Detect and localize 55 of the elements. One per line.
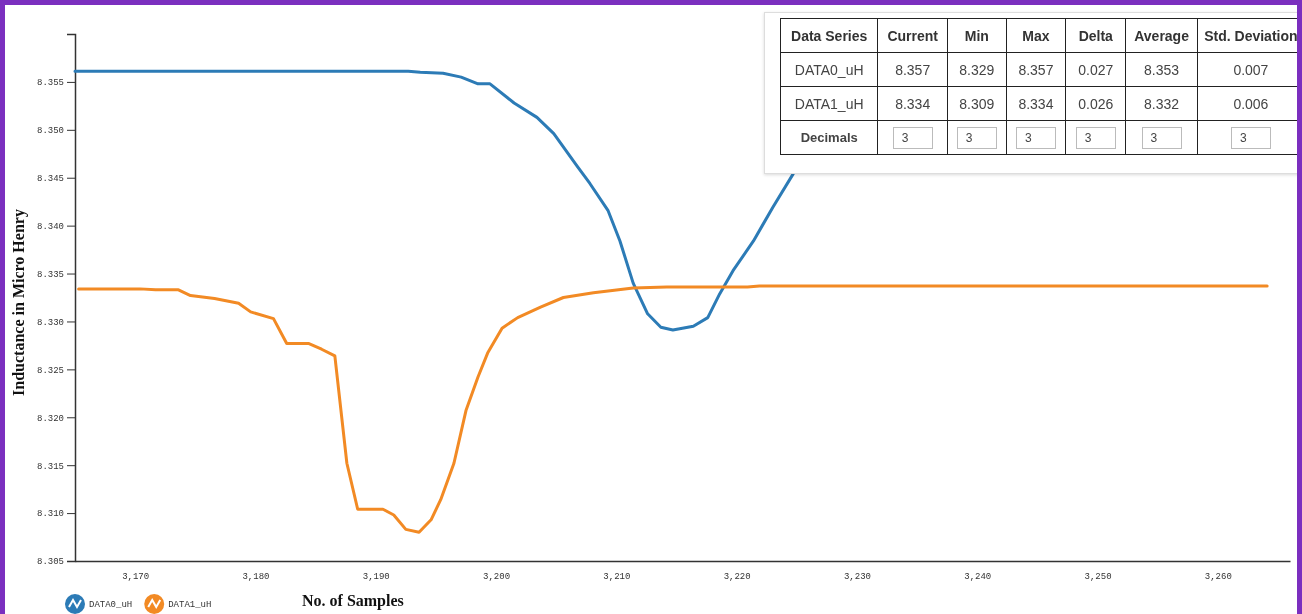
legend-label: DATA0_uH bbox=[89, 600, 133, 610]
x-tick-label: 3,230 bbox=[843, 572, 871, 583]
annotation: DATA0_uH bbox=[780, 52, 878, 87]
annotation: Std. Deviation bbox=[1197, 18, 1302, 53]
number-field: 3 bbox=[1230, 126, 1271, 149]
number-field: 3 bbox=[956, 126, 997, 149]
x-tick-label: 3,210 bbox=[603, 572, 631, 583]
x-tick-label: 3,250 bbox=[1084, 572, 1112, 583]
annotation: 8.353 bbox=[1125, 52, 1198, 87]
y-tick-label: 8.320 bbox=[36, 413, 64, 424]
annotation: Average bbox=[1125, 18, 1198, 53]
annotation: Current bbox=[877, 18, 948, 53]
number-field: 3 bbox=[1141, 126, 1182, 149]
annotation: Data Series bbox=[780, 18, 878, 53]
y-tick-label: 8.355 bbox=[36, 78, 64, 89]
x-tick-label: 3,170 bbox=[122, 572, 150, 583]
annotation: Decimals bbox=[780, 120, 878, 155]
annotation: DATA1_uH bbox=[780, 86, 878, 121]
x-tick-label: 3,240 bbox=[964, 572, 992, 583]
number-field: 3 bbox=[1075, 126, 1116, 149]
y-tick-label: 8.310 bbox=[36, 509, 64, 520]
y-tick-label: 8.340 bbox=[36, 222, 64, 233]
annotation: 0.006 bbox=[1197, 86, 1302, 121]
x-tick-label: 3,220 bbox=[723, 572, 751, 583]
annotation: 8.329 bbox=[947, 52, 1007, 87]
y-axis-title: Inductance in Micro Henry bbox=[10, 209, 28, 396]
y-tick-label: 8.345 bbox=[36, 174, 64, 185]
annotation: 8.332 bbox=[1125, 86, 1198, 121]
legend-label: DATA1_uH bbox=[168, 600, 212, 610]
y-tick-label: 8.330 bbox=[36, 317, 64, 328]
line-series bbox=[73, 69, 795, 332]
annotation: Max bbox=[1006, 18, 1066, 53]
y-tick-label: 8.315 bbox=[36, 461, 64, 472]
line-series bbox=[77, 284, 1269, 534]
annotation: 8.334 bbox=[877, 86, 948, 121]
x-tick-label: 3,190 bbox=[362, 572, 390, 583]
x-tick-label: 3,260 bbox=[1204, 572, 1232, 583]
annotation: 0.007 bbox=[1197, 52, 1302, 87]
number-field: 3 bbox=[892, 126, 933, 149]
annotation: 8.334 bbox=[1006, 86, 1066, 121]
x-tick-label: 3,180 bbox=[242, 572, 270, 583]
annotation: Delta bbox=[1065, 18, 1126, 53]
number-field: 3 bbox=[1015, 126, 1056, 149]
annotation: Min bbox=[947, 18, 1007, 53]
y-tick-label: 8.335 bbox=[36, 269, 64, 280]
annotation: 0.026 bbox=[1065, 86, 1126, 121]
y-tick-label: 8.305 bbox=[36, 557, 64, 568]
x-axis-title: No. of Samples bbox=[302, 592, 404, 610]
annotation: 8.357 bbox=[1006, 52, 1066, 87]
y-tick-label: 8.350 bbox=[36, 126, 64, 137]
annotation: 0.027 bbox=[1065, 52, 1126, 87]
y-tick-label: 8.325 bbox=[36, 365, 64, 376]
annotation: 8.309 bbox=[947, 86, 1007, 121]
annotation: 8.357 bbox=[877, 52, 948, 87]
x-tick-label: 3,200 bbox=[483, 572, 511, 583]
